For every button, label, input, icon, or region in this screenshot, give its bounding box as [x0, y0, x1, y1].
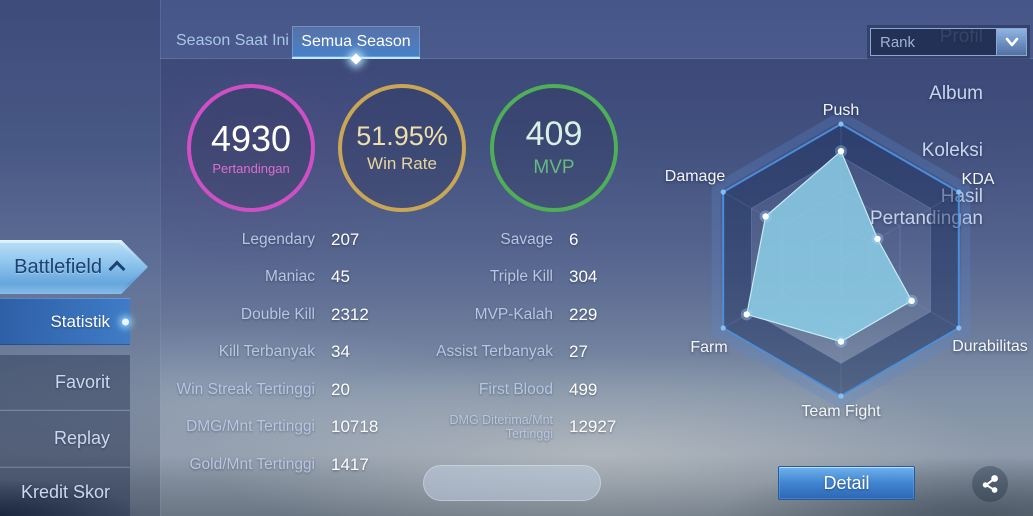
stat-row: Assist Terbanyak 27	[420, 334, 616, 372]
stat-value: 45	[331, 267, 350, 287]
mvp-label: MVP	[533, 156, 575, 178]
stat-value: 304	[569, 267, 598, 287]
stat-row: Double Kill 2312	[170, 296, 378, 334]
stat-label: Win Streak Tertinggi	[176, 380, 315, 398]
radar-axis-push: Push	[822, 102, 860, 119]
stats-column-left: Legendary 207 Maniac 45 Double Kill 2312 Ki…	[170, 221, 379, 484]
stat-row: Gold/Mnt Tertinggi 1417	[170, 446, 378, 484]
stat-row: Triple Kill 304	[420, 259, 616, 297]
stat-value: 499	[569, 379, 598, 399]
tab-semua-season[interactable]: Semua Season	[292, 26, 420, 65]
stat-label: DMG Diterima/Mnt Tertinggi	[449, 413, 553, 442]
stat-value: 34	[331, 342, 350, 362]
stat-row: Legendary 207	[170, 221, 378, 259]
stat-row: DMG Diterima/Mnt Tertinggi 12927	[420, 409, 617, 447]
stat-label: Triple Kill	[489, 268, 553, 286]
radar-axis-durabilitas: Durabilitas	[952, 338, 1028, 355]
winrate-value: 51.95%	[356, 120, 448, 151]
stat-row: Maniac 45	[170, 259, 378, 297]
stat-row: Win Streak Tertinggi 20	[170, 371, 378, 409]
stat-row: Kill Terbanyak 34	[170, 334, 378, 372]
radar-svg	[711, 111, 971, 409]
replay-label: Replay	[53, 428, 110, 448]
stats-column-right: Savage 6 Triple Kill 304 MVP-Kalah 229 Assi…	[420, 221, 616, 446]
share-button[interactable]	[972, 466, 1008, 502]
stat-value: 12927	[569, 417, 617, 437]
sidebar-item-album[interactable]: Album	[929, 83, 983, 104]
statistik-label: Statistik	[50, 311, 110, 331]
stat-value: 2312	[331, 304, 369, 324]
stat-label: Kill Terbanyak	[218, 343, 315, 361]
stat-row: First Blood 499	[420, 371, 616, 409]
battlefield-banner: Battlefield	[0, 243, 145, 291]
rank-dropdown-button[interactable]	[996, 29, 1026, 55]
matches-label: Pertandingan	[212, 161, 290, 177]
stat-row: MVP-Kalah 229	[420, 296, 616, 334]
share-icon	[982, 475, 998, 493]
mvp-circle: 409 MVP	[490, 84, 618, 212]
stat-label: DMG/Mnt Tertinggi	[186, 418, 315, 436]
stat-label: Legendary	[241, 230, 315, 248]
stat-value: 229	[569, 304, 598, 324]
rank-dropdown[interactable]: Rank	[870, 28, 1027, 56]
sidebar-item-hasil-pertandingan[interactable]: Hasil Pertandingan	[869, 186, 983, 229]
sidebar-divider	[160, 0, 161, 516]
stat-label: Maniac	[265, 268, 315, 286]
sidebar-item-koleksi[interactable]: Koleksi	[921, 140, 983, 161]
stat-value: 27	[569, 342, 588, 362]
detail-button[interactable]: Detail	[778, 466, 915, 500]
rank-dropdown-value: Rank	[880, 33, 916, 51]
matches-value: 4930	[210, 117, 292, 159]
chevron-down-icon	[1005, 37, 1018, 47]
radar-axis-team-fight: Team Fight	[801, 403, 881, 420]
sidebar-item-battlefield[interactable]: Battlefield	[0, 240, 148, 294]
matches-circle: 4930 Pertandingan	[187, 84, 315, 212]
detail-button-label: Detail	[823, 472, 870, 493]
mvp-value: 409	[525, 115, 583, 154]
stat-label: Savage	[500, 230, 553, 248]
stat-row: Savage 6	[420, 221, 616, 259]
stat-value: 10718	[331, 417, 379, 437]
battlefield-label: Battlefield	[14, 255, 102, 278]
attribute-radar-chart: Push KDA Durabilitas Team Fight Farm Dam…	[640, 85, 1033, 430]
winrate-circle: 51.95% Win Rate	[338, 84, 466, 212]
sidebar-item-statistik[interactable]: Statistik	[0, 298, 130, 345]
stat-label: Assist Terbanyak	[436, 343, 553, 361]
stat-value: 1417	[331, 454, 369, 474]
stat-value: 6	[569, 229, 579, 249]
sidebar-item-replay[interactable]: Replay	[0, 411, 130, 467]
stat-label: Double Kill	[240, 305, 315, 323]
radar-axis-kda: KDA	[961, 171, 995, 188]
active-indicator-dot-icon	[122, 318, 129, 325]
kredit-skor-label: Kredit Skor	[20, 481, 110, 502]
background-hill-left	[0, 470, 150, 516]
radar-axis-farm: Farm	[690, 339, 728, 356]
bottom-pill-button[interactable]	[423, 465, 601, 501]
tab-season-saat-ini[interactable]: Season Saat Ini	[176, 32, 289, 49]
stat-value: 207	[331, 229, 360, 249]
stat-label: First Blood	[478, 380, 553, 398]
stat-label: Gold/Mnt Tertinggi	[189, 455, 316, 473]
sidebar-item-kredit-skor[interactable]: Kredit Skor	[0, 468, 130, 516]
chevron-up-icon	[108, 260, 126, 278]
stat-value: 20	[331, 379, 350, 399]
winrate-label: Win Rate	[367, 154, 437, 174]
radar-axis-damage: Damage	[664, 168, 726, 185]
sidebar-item-favorit[interactable]: Favorit	[0, 355, 130, 410]
stat-label: MVP-Kalah	[474, 305, 553, 323]
favorit-label: Favorit	[54, 371, 110, 392]
stat-row: DMG/Mnt Tertinggi 10718	[170, 409, 378, 447]
tab-semua-season-label: Semua Season	[301, 32, 411, 50]
